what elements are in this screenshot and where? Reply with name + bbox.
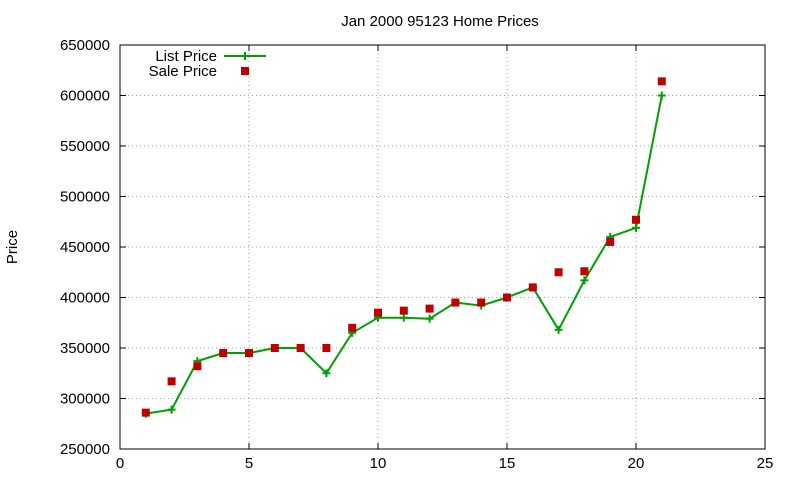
sale-price-point [503,293,511,302]
sale-price-point [141,408,150,417]
sale-price-point [477,298,486,307]
legend-label-sale-price: Sale Price [149,63,217,80]
chart-title: Jan 2000 95123 Home Prices [341,13,539,30]
list-price-point [167,405,176,414]
list-price-point [580,276,589,285]
y-tick-label: 400000 [60,290,110,307]
list-price-point [632,223,640,232]
x-tick-label: 25 [757,455,774,472]
list-price-point [425,314,434,323]
sale-price-point [167,377,176,386]
axis-ticks: 0 5 10 15 20 25 250000 300000 350000 400000 450000… [60,37,773,472]
list-price-point [399,313,408,322]
x-tick-label: 15 [499,455,516,472]
y-tick-label: 450000 [60,239,110,256]
x-tick-label: 20 [628,455,645,472]
sale-price-point [374,308,382,317]
list-price-point [657,91,666,100]
sale-price-point [219,349,228,358]
sale-price-point [580,267,589,276]
y-tick-label: 500000 [60,189,110,206]
sale-price-point [425,304,434,313]
series-layer [141,77,666,418]
y-tick-label: 300000 [60,391,110,408]
y-tick-label: 550000 [60,138,110,155]
x-tick-label: 5 [245,455,253,472]
sale-price-point [245,349,253,358]
grid-lines [120,45,765,449]
list-price-point [322,369,331,378]
sale-price-point [606,237,615,246]
sale-price-point [270,344,279,352]
y-tick-label: 350000 [60,340,110,357]
y-tick-label: 650000 [60,37,110,54]
x-tick-label: 10 [370,455,387,472]
y-tick-label: 600000 [60,88,110,105]
sale-price-point [193,362,202,371]
legend: List Price Sale Price [149,48,266,80]
y-axis-label: Price [4,230,21,264]
list-price-point [554,325,563,334]
legend-label-list-price: List Price [155,48,217,65]
x-tick-label: 0 [116,455,124,472]
sale-price-point [296,344,305,352]
y-tick-label: 250000 [60,441,110,458]
sale-price-point [322,344,331,352]
sale-price-point [348,323,357,332]
list-price-line [145,95,663,415]
sale-price-point [399,306,408,315]
sale-price-point [554,268,563,277]
sale-price-point [451,298,460,307]
sale-price-point [528,283,537,292]
sale-price-point [632,215,640,224]
legend-marker-sale-price [241,67,249,75]
sale-price-point [657,77,666,86]
